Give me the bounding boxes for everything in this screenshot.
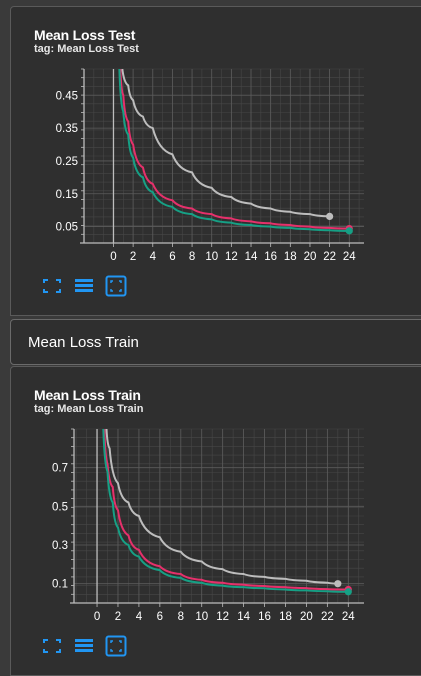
series-line (103, 429, 349, 591)
x-tick-label: 24 (343, 251, 356, 263)
x-tick-label: 20 (304, 251, 317, 263)
series-line (105, 429, 338, 585)
fullscreen-icon[interactable] (41, 276, 63, 296)
y-tick-label: 0.45 (56, 90, 78, 102)
data-table-icon[interactable] (73, 276, 95, 296)
x-tick-label: 10 (205, 251, 218, 263)
x-tick-label: 22 (323, 251, 336, 263)
y-tick-label: 0.3 (52, 540, 68, 552)
y-tick-label: 0.7 (52, 463, 68, 475)
fit-domain-icon[interactable] (105, 275, 127, 297)
x-tick-label: 18 (284, 251, 297, 263)
x-tick-label: 0 (94, 611, 100, 623)
y-tick-label: 0.1 (52, 579, 68, 591)
fit-domain-icon[interactable] (105, 635, 127, 657)
x-tick-label: 12 (216, 611, 229, 623)
series-end-point (326, 212, 334, 221)
x-tick-label: 6 (169, 251, 175, 263)
y-tick-label: 0.35 (56, 123, 78, 135)
y-tick-label: 0.15 (56, 189, 78, 201)
line-chart-train[interactable]: 0 2 4 6 8 10 12 14 16 18 20 22 240.10.30.50.7 (11, 417, 411, 637)
x-tick-label: 16 (258, 611, 271, 623)
line-chart-test[interactable]: 0 2 4 6 8 10 12 14 16 18 20 22 240.050.150.250.350.4… (11, 57, 411, 277)
x-tick-label: 10 (195, 611, 208, 623)
x-tick-label: 4 (136, 611, 143, 623)
series-line (118, 69, 350, 232)
chart-title: Mean Loss Test (34, 27, 136, 43)
series-line (102, 429, 349, 593)
series-line (121, 69, 330, 218)
x-tick-label: 14 (245, 251, 258, 263)
x-tick-label: 16 (264, 251, 277, 263)
x-tick-label: 2 (115, 611, 121, 623)
x-tick-label: 18 (279, 611, 292, 623)
section-label: Mean Loss Train (28, 334, 139, 351)
series-end-point (344, 588, 352, 596)
chart-tag: tag: Mean Loss Train (34, 403, 144, 415)
fullscreen-icon[interactable] (41, 636, 63, 656)
x-tick-label: 8 (178, 611, 184, 623)
chart-tag: tag: Mean Loss Test (34, 43, 139, 55)
x-tick-label: 20 (300, 611, 313, 623)
x-tick-label: 24 (342, 611, 355, 623)
x-tick-label: 2 (130, 251, 136, 263)
series-end-point (345, 227, 353, 235)
x-tick-label: 12 (225, 251, 238, 263)
chart-title: Mean Loss Train (34, 387, 141, 403)
x-tick-label: 22 (321, 611, 334, 623)
x-tick-label: 6 (157, 611, 163, 623)
x-tick-label: 14 (237, 611, 250, 623)
grid (74, 428, 364, 604)
x-tick-label: 8 (189, 251, 195, 263)
section-header[interactable]: Mean Loss Train (10, 319, 421, 365)
y-tick-label: 0.25 (56, 156, 78, 168)
y-tick-label: 0.5 (52, 501, 68, 513)
x-tick-label: 4 (150, 251, 157, 263)
x-tick-label: 0 (110, 251, 116, 263)
y-tick-label: 0.05 (56, 222, 78, 234)
data-table-icon[interactable] (73, 636, 95, 656)
series-end-point (334, 580, 342, 588)
series-line (119, 69, 350, 230)
